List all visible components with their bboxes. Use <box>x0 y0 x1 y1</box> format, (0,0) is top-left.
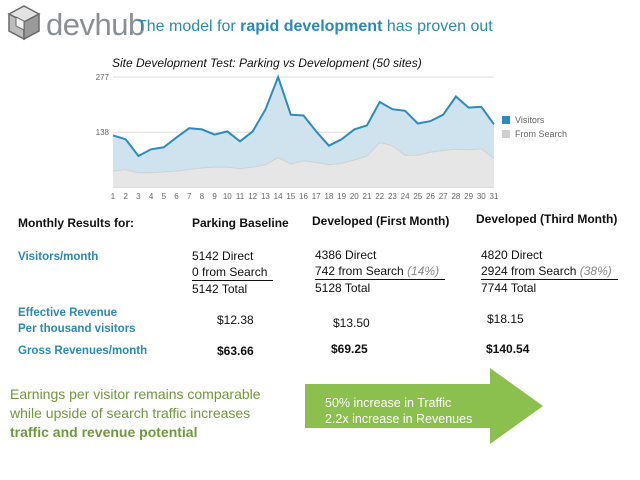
x-tick-label: 12 <box>248 192 257 200</box>
y-tick-label: 138 <box>96 128 110 137</box>
visitors-third-month: 4820 Direct 2924 from Search (38%) 7744 … <box>481 247 618 296</box>
x-tick-label: 19 <box>337 192 346 200</box>
effective-revenue-label-line2: Per thousand visitors <box>18 323 136 335</box>
series-area-from-search <box>113 142 494 187</box>
chart-title: Site Development Test: Parking vs Develo… <box>112 56 422 70</box>
x-tick-label: 6 <box>174 192 179 200</box>
column-header-parking: Parking Baseline <box>192 216 289 230</box>
direct-value: 5142 Direct <box>192 249 254 263</box>
x-tick-label: 21 <box>363 192 372 200</box>
x-tick-label: 2 <box>123 192 128 200</box>
gross-revenue-parking: $63.66 <box>217 344 254 358</box>
search-percent: (14%) <box>407 264 440 278</box>
series-line-visitors <box>112 74 495 158</box>
x-tick-label: 20 <box>350 192 359 200</box>
x-tick-label: 24 <box>401 192 410 200</box>
x-tick-label: 10 <box>223 192 232 200</box>
summary-line2: while upside of search traffic increases <box>10 405 251 421</box>
legend-swatch <box>502 116 510 124</box>
gross-revenue-third-month: $140.54 <box>486 342 530 356</box>
series-line-from-search <box>112 141 495 174</box>
gross-revenue-first-month: $69.25 <box>331 342 368 356</box>
x-tick-label: 11 <box>236 192 245 200</box>
legend-label: From Search <box>515 129 567 139</box>
summary-line3: traffic and revenue potential <box>10 424 198 440</box>
y-tick-label: 277 <box>96 73 110 82</box>
x-tick-label: 7 <box>187 192 192 200</box>
legend-label: Visitors <box>515 115 545 125</box>
x-tick-label: 8 <box>200 192 205 200</box>
x-tick-label: 1 <box>111 192 116 200</box>
search-percent: (38%) <box>579 264 612 278</box>
x-tick-label: 31 <box>490 192 499 200</box>
arrow-line2: 2.2x increase in Revenues <box>325 412 473 426</box>
search-value: 742 from Search <box>315 264 404 278</box>
search-value: 2924 from Search <box>481 264 577 278</box>
x-tick-label: 27 <box>439 192 448 200</box>
effective-revenue-first-month: $13.50 <box>333 316 370 330</box>
column-header-first-month: Developed (First Month) <box>312 214 450 228</box>
effective-revenue-label-line1: Effective Revenue <box>18 307 118 319</box>
effective-revenue-label: Effective Revenue Per thousand visitors <box>18 305 136 337</box>
headline-suffix: has proven out <box>382 18 493 35</box>
x-tick-label: 9 <box>212 192 217 200</box>
headline-prefix: The model for <box>137 18 241 35</box>
effective-revenue-third-month: $18.15 <box>487 312 524 326</box>
table-row-header: Monthly Results for: <box>18 216 134 230</box>
direct-value: 4820 Direct <box>481 248 543 262</box>
visitors-label: Visitors/month <box>18 251 99 263</box>
x-tick-label: 25 <box>413 192 422 200</box>
summary-line1: Earnings per visitor remains comparable <box>10 386 261 402</box>
x-tick-label: 28 <box>451 192 460 200</box>
headline: The model for rapid development has prov… <box>137 18 493 36</box>
legend-swatch <box>502 130 510 138</box>
x-tick-label: 14 <box>274 192 283 200</box>
x-tick-label: 18 <box>324 192 333 200</box>
growth-arrow-icon <box>305 368 543 444</box>
direct-value: 4386 Direct <box>315 248 377 262</box>
visitors-parking: 5142 Direct 0 from Search 5142 Total <box>192 248 274 297</box>
x-tick-label: 29 <box>464 192 473 200</box>
x-tick-label: 26 <box>426 192 435 200</box>
gross-revenue-label: Gross Revenues/month <box>18 345 148 357</box>
total-value: 7744 Total <box>481 281 537 295</box>
x-tick-label: 5 <box>162 192 167 200</box>
x-tick-label: 13 <box>261 192 270 200</box>
search-value: 0 from Search <box>192 264 274 281</box>
total-value: 5142 Total <box>192 282 248 296</box>
devhub-logo-icon <box>7 5 41 41</box>
arrow-text: 50% increase in Traffic 2.2x increase in… <box>325 395 472 427</box>
effective-revenue-parking: $12.38 <box>217 313 254 327</box>
brand-name: devhub <box>46 7 145 42</box>
total-value: 5128 Total <box>315 281 371 295</box>
x-tick-label: 16 <box>299 192 308 200</box>
x-tick-label: 3 <box>136 192 141 200</box>
x-tick-label: 23 <box>388 192 397 200</box>
x-tick-label: 4 <box>149 192 154 200</box>
summary-text: Earnings per visitor remains comparable … <box>10 385 300 442</box>
x-tick-label: 22 <box>375 192 384 200</box>
x-tick-label: 17 <box>312 192 321 200</box>
visitors-first-month: 4386 Direct 742 from Search (14%) 5128 T… <box>315 247 446 296</box>
arrow-line1: 50% increase in Traffic <box>325 396 452 410</box>
headline-emphasis: rapid development <box>240 18 383 35</box>
x-tick-label: 30 <box>477 192 486 200</box>
x-tick-label: 15 <box>286 192 295 200</box>
column-header-third-month: Developed (Third Month) <box>476 212 618 226</box>
